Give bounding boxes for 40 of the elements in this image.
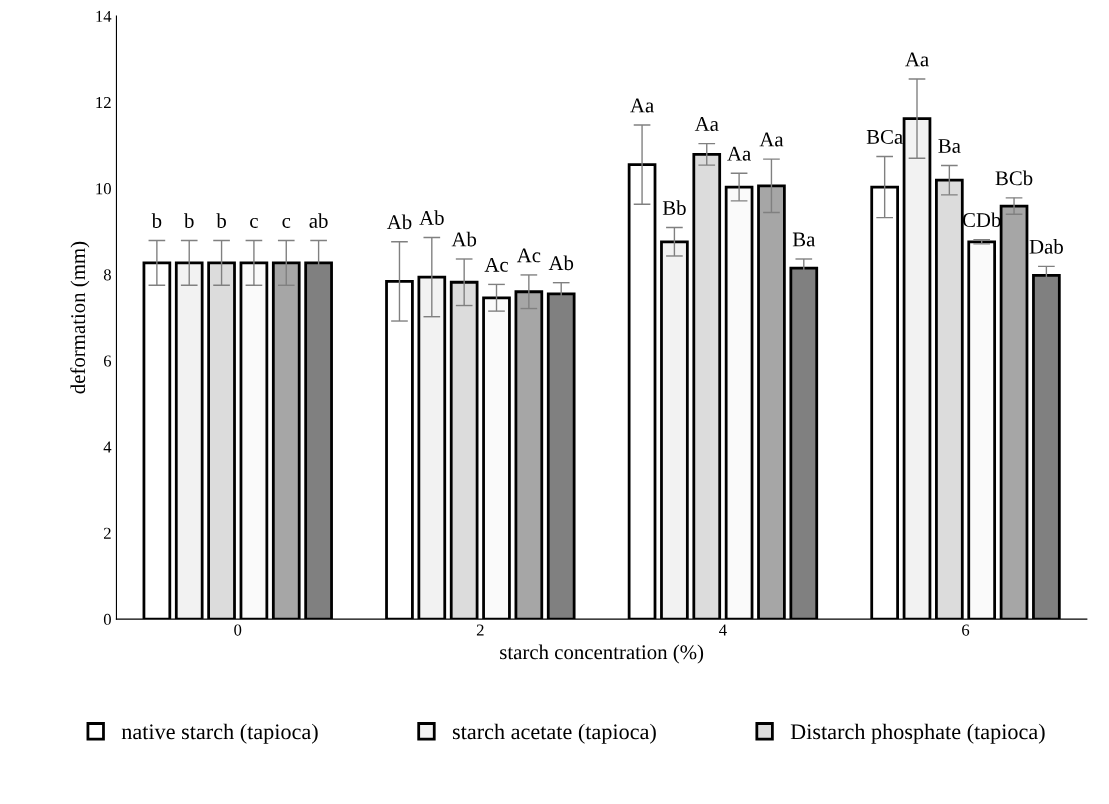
- data-label: b: [184, 213, 194, 228]
- data-label: Aa: [630, 98, 654, 113]
- x-tick-label: 0: [234, 624, 242, 636]
- data-label: Ab: [451, 231, 477, 247]
- data-label: Aa: [727, 146, 751, 161]
- data-label: c: [250, 217, 258, 228]
- data-label: BCb: [995, 170, 1033, 186]
- data-label: BCa: [866, 129, 903, 144]
- y-tick-label: 8: [103, 269, 111, 281]
- data-label: Aa: [905, 52, 929, 67]
- x-axis-title: starch concentration (%): [500, 644, 704, 664]
- data-label: Ab: [548, 255, 574, 271]
- y-tick-label: 6: [103, 355, 112, 367]
- x-tick-label: 6: [962, 624, 970, 636]
- data-label: Ba: [792, 232, 816, 247]
- legend-label: native starch (tapioca): [121, 723, 318, 744]
- data-label: Dab: [1029, 239, 1063, 254]
- data-label: b: [216, 213, 226, 228]
- y-axis-title: deformation (mm): [70, 241, 90, 394]
- y-tick-label: 10: [96, 183, 111, 195]
- y-tick-label: 14: [96, 10, 112, 22]
- data-label: Aa: [759, 132, 784, 147]
- data-label: ab: [309, 213, 328, 228]
- data-label: Ba: [938, 139, 961, 153]
- data-label: Ac: [484, 257, 509, 272]
- x-tick-label: 2: [476, 624, 484, 636]
- x-tick-label: 4: [719, 624, 727, 636]
- data-label: Ab: [386, 214, 412, 230]
- data-label: Ab: [419, 210, 444, 225]
- legend-label: Distarch phosphate (tapioca): [790, 723, 1045, 744]
- y-tick-label: 2: [103, 527, 111, 539]
- y-tick-label: 4: [103, 441, 112, 453]
- legend-label: starch acetate (tapioca): [452, 723, 656, 744]
- data-label: Aa: [694, 117, 719, 132]
- data-label: b: [151, 213, 162, 228]
- data-label: Ac: [516, 248, 541, 263]
- y-tick-label: 12: [96, 96, 111, 109]
- data-label: c: [282, 217, 291, 228]
- y-tick-label: 0: [103, 613, 111, 626]
- data-label: Bb: [662, 200, 686, 215]
